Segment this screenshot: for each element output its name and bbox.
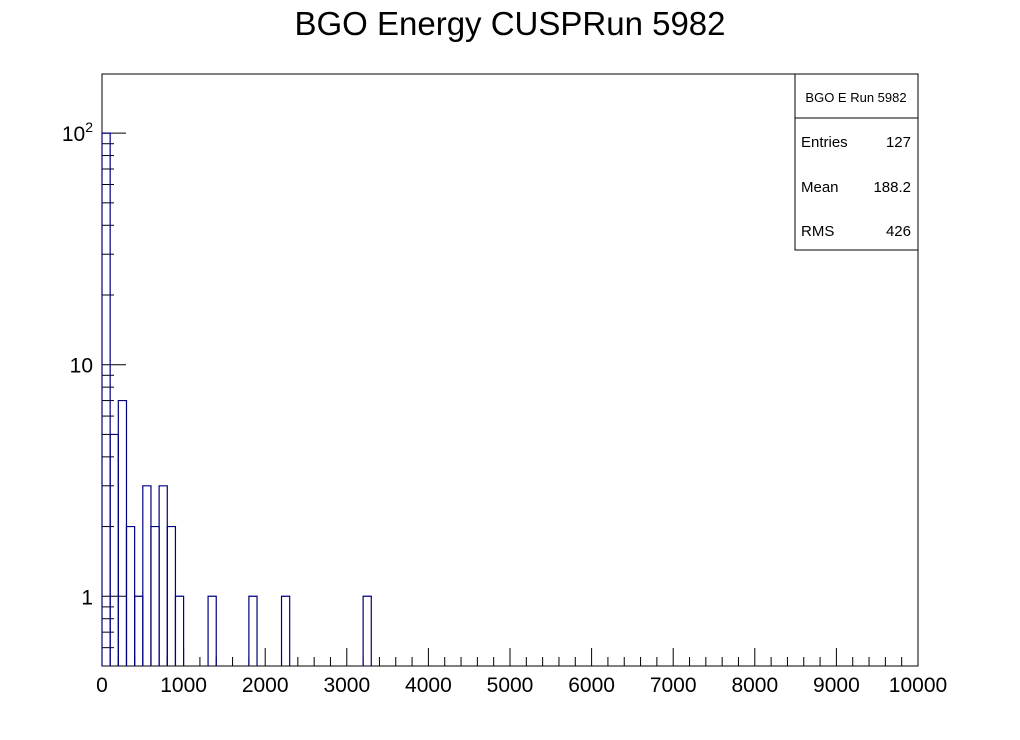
stats-box-title: BGO E Run 5982 <box>805 90 906 105</box>
y-tick-label: 10 <box>70 355 93 378</box>
histogram-bin <box>134 595 144 666</box>
histogram-bin <box>142 485 152 666</box>
x-tick-label: 3000 <box>323 674 370 697</box>
histogram-bin <box>280 595 291 666</box>
x-tick-label: 9000 <box>813 674 860 697</box>
x-tick-label: 6000 <box>568 674 615 697</box>
x-tick-label: 7000 <box>650 674 697 697</box>
y-tick-label: 102 <box>62 119 93 146</box>
histogram-bin <box>166 525 177 666</box>
x-axis: 0 1000 2000 3000 4000 5000 6000 7000 8000 9000 100… <box>96 648 947 697</box>
histogram-bin <box>207 595 217 666</box>
histogram-bin <box>117 399 128 666</box>
stats-entries-value: 127 <box>886 134 911 151</box>
chart-title: BGO Energy CUSPRun 5982 <box>294 5 725 42</box>
y-axis: 1 10 102 <box>62 119 126 667</box>
x-tick-label: 10000 <box>889 674 947 697</box>
x-tick-label: 2000 <box>242 674 289 697</box>
histogram-bin <box>362 595 372 666</box>
histogram-bin <box>248 595 258 666</box>
histogram-series <box>101 132 372 666</box>
histogram-bin <box>150 525 160 666</box>
histogram-bin <box>109 433 119 666</box>
histogram-bin <box>174 595 185 666</box>
y-tick-label: 1 <box>81 586 93 609</box>
x-tick-label: 4000 <box>405 674 452 697</box>
stats-mean-value: 188.2 <box>873 179 911 196</box>
stats-entries-label: Entries <box>801 134 848 151</box>
x-tick-label: 0 <box>96 674 108 697</box>
x-tick-label: 1000 <box>160 674 207 697</box>
stats-rms-value: 426 <box>886 223 911 240</box>
histogram-bin <box>101 132 111 666</box>
histogram-bin <box>125 525 136 666</box>
x-tick-label: 8000 <box>731 674 778 697</box>
x-tick-label: 5000 <box>487 674 534 697</box>
stats-rms-label: RMS <box>801 223 834 240</box>
stats-box-frame <box>794 73 919 251</box>
stats-box: BGO E Run 5982 Entries 127 Mean 188.2 RM… <box>794 73 919 251</box>
histogram-bin <box>158 485 168 666</box>
stats-mean-label: Mean <box>801 179 839 196</box>
